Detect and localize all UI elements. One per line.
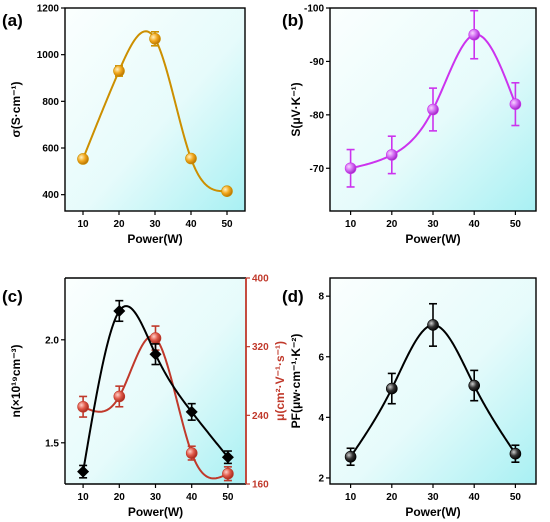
y-tick-label: -90 (310, 57, 325, 68)
y-tick-label: 240 (252, 411, 269, 422)
x-tick-label: 50 (510, 492, 522, 503)
series-point (509, 447, 522, 460)
y-tick-label: 320 (252, 342, 269, 353)
y-tick-label: 8 (318, 292, 324, 303)
series-point (385, 382, 398, 395)
y-tick-label: 1.5 (45, 438, 59, 449)
chart-panel-c: 1.5 2.0 160 240 320 400 n(×10¹⁹cm⁻³) μ(cm²·V⁻¹·… (2, 274, 287, 520)
y-axis-label-left: n(×10¹⁹cm⁻³) (9, 344, 23, 417)
panel-label: (b) (282, 11, 304, 30)
series-point (185, 152, 197, 165)
x-tick-label: 40 (186, 492, 198, 503)
y-axis-label: S(μV·K⁻¹) (289, 82, 303, 136)
x-tick-label: 30 (150, 492, 162, 503)
x-tick-label: 50 (510, 219, 522, 230)
x-tick-label: 50 (222, 492, 234, 503)
x-tick-label: 30 (149, 219, 161, 230)
x-tick-label: 20 (113, 219, 125, 230)
y-tick-label: 1200 (37, 4, 60, 15)
y-tick-label: -100 (304, 4, 324, 15)
x-tick-label: 40 (185, 219, 197, 230)
y-tick-label: 4 (318, 413, 324, 424)
chart-panel-d: 2 4 6 8 PF(μw·cm⁻¹·K⁻²) 10 20 30 40 50 Power(W) (d) (282, 277, 537, 519)
y-tick-label: 400 (42, 190, 59, 201)
y-tick-label: -70 (310, 164, 325, 175)
series-point (468, 379, 481, 392)
y-tick-label: 2 (318, 473, 324, 484)
y-tick-label: -80 (310, 110, 325, 121)
series-point (113, 65, 125, 77)
y-axis-label: PF(μw·cm⁻¹·K⁻²) (289, 334, 303, 429)
y-tick-label: 400 (252, 274, 269, 285)
mobility-point (77, 400, 89, 413)
y-tick-label: 2.0 (45, 335, 59, 346)
series-point (385, 149, 398, 161)
series-point (427, 319, 439, 331)
series-point (344, 162, 357, 175)
y-tick-label: 1000 (37, 50, 60, 61)
x-axis-label: Power(W) (127, 232, 182, 246)
x-tick-label: 10 (78, 492, 90, 503)
y-tick-label: 800 (42, 97, 59, 108)
series-point (509, 98, 522, 110)
x-axis-label: Power(W) (405, 505, 460, 519)
chart-panel-b: -70 -80 -90 -100 S(μV·K⁻¹) 10 20 30 40 50 Power(W)… (282, 4, 537, 246)
panel-label: (a) (2, 11, 23, 30)
y-axis-label-right: μ(cm²·V⁻¹·s⁻¹) (273, 341, 287, 421)
x-axis-label: Power(W) (405, 232, 460, 246)
carrier-density-point (77, 465, 90, 478)
plot-background (65, 278, 246, 484)
x-axis-label: Power(W) (128, 505, 183, 519)
mobility-point (149, 332, 162, 344)
series-point (468, 28, 481, 41)
x-tick-label: 30 (427, 219, 439, 230)
x-tick-label: 10 (345, 219, 357, 230)
carrier-density-point (149, 348, 162, 361)
carrier-density-point (221, 451, 234, 464)
chart-panel-a: 400 600 800 1000 1200 σ(S·cm⁻¹) 10 20 30 40 50 Powe… (2, 4, 246, 246)
y-tick-label: 600 (42, 144, 59, 155)
mobility-point (185, 447, 198, 459)
mobility-point (222, 467, 234, 480)
x-tick-label: 40 (469, 492, 481, 503)
x-tick-label: 20 (114, 492, 126, 503)
x-tick-label: 30 (427, 492, 439, 503)
series-point (77, 153, 89, 165)
carrier-density-point (185, 405, 198, 418)
x-tick-label: 10 (77, 219, 89, 230)
y-axis-label: σ(S·cm⁻¹) (9, 82, 23, 138)
y-tick-label: 160 (252, 480, 269, 491)
series-point (149, 32, 161, 45)
x-tick-label: 20 (386, 492, 398, 503)
x-tick-label: 50 (221, 219, 233, 230)
x-tick-label: 40 (469, 219, 481, 230)
panels: 400 600 800 1000 1200 σ(S·cm⁻¹) 10 20 30 40 50 Powe… (2, 4, 537, 520)
panel-label: (d) (282, 287, 304, 306)
panel-label: (c) (2, 287, 23, 306)
series-point (221, 185, 233, 197)
mobility-point (113, 390, 126, 403)
series-point (427, 103, 439, 116)
x-tick-label: 10 (345, 492, 357, 503)
x-tick-label: 20 (386, 219, 398, 230)
y-tick-label: 6 (318, 352, 324, 363)
carrier-density-point (113, 304, 126, 317)
series-point (344, 450, 357, 463)
